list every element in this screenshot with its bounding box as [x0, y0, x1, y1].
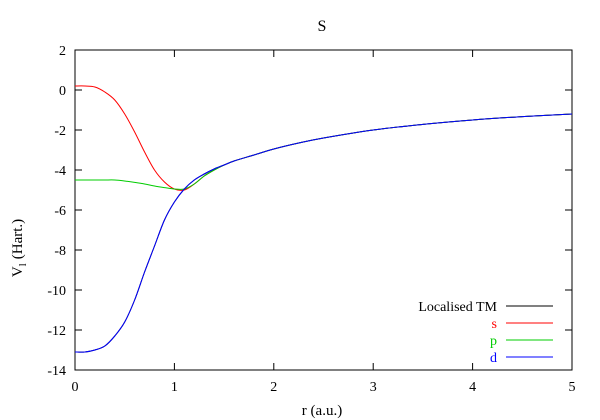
series-line-d: [74, 113, 573, 353]
x-axis-label: r (a.u.): [302, 403, 342, 419]
y-axis-label-unit: (Hart.): [10, 219, 26, 259]
x-tick-label: 2: [270, 380, 277, 395]
chart-title: S: [318, 18, 327, 35]
y-tick-label: 2: [59, 44, 66, 59]
x-tick-label: 3: [370, 380, 377, 395]
plot-frame: [74, 49, 573, 371]
legend-label-localised-tm: Localised TM: [418, 300, 497, 315]
x-tick-label: 4: [469, 380, 476, 395]
series-line-localised-tm: [74, 113, 573, 353]
x-tick-label: 0: [72, 380, 79, 395]
y-tick-label: -14: [47, 364, 66, 379]
series-line-p: [75, 113, 573, 190]
y-tick-label: 0: [59, 84, 66, 99]
y-axis-label: Vl (Hart.): [10, 219, 29, 277]
y-tick-label: -2: [54, 124, 66, 139]
y-axis-label-main: V: [10, 266, 26, 277]
legend-label-d: d: [490, 351, 497, 366]
y-tick-label: -12: [47, 324, 66, 339]
y-tick-label: -6: [54, 204, 66, 219]
y-tick-label: -4: [54, 164, 66, 179]
x-tick-label: 5: [569, 380, 576, 395]
y-tick-label: -10: [47, 284, 66, 299]
legend-label-s: s: [492, 317, 497, 332]
y-tick-label: -8: [54, 244, 66, 259]
y-axis-label-subscript: l: [17, 263, 29, 266]
x-tick-label: 1: [171, 380, 178, 395]
legend-label-p: p: [490, 334, 497, 349]
